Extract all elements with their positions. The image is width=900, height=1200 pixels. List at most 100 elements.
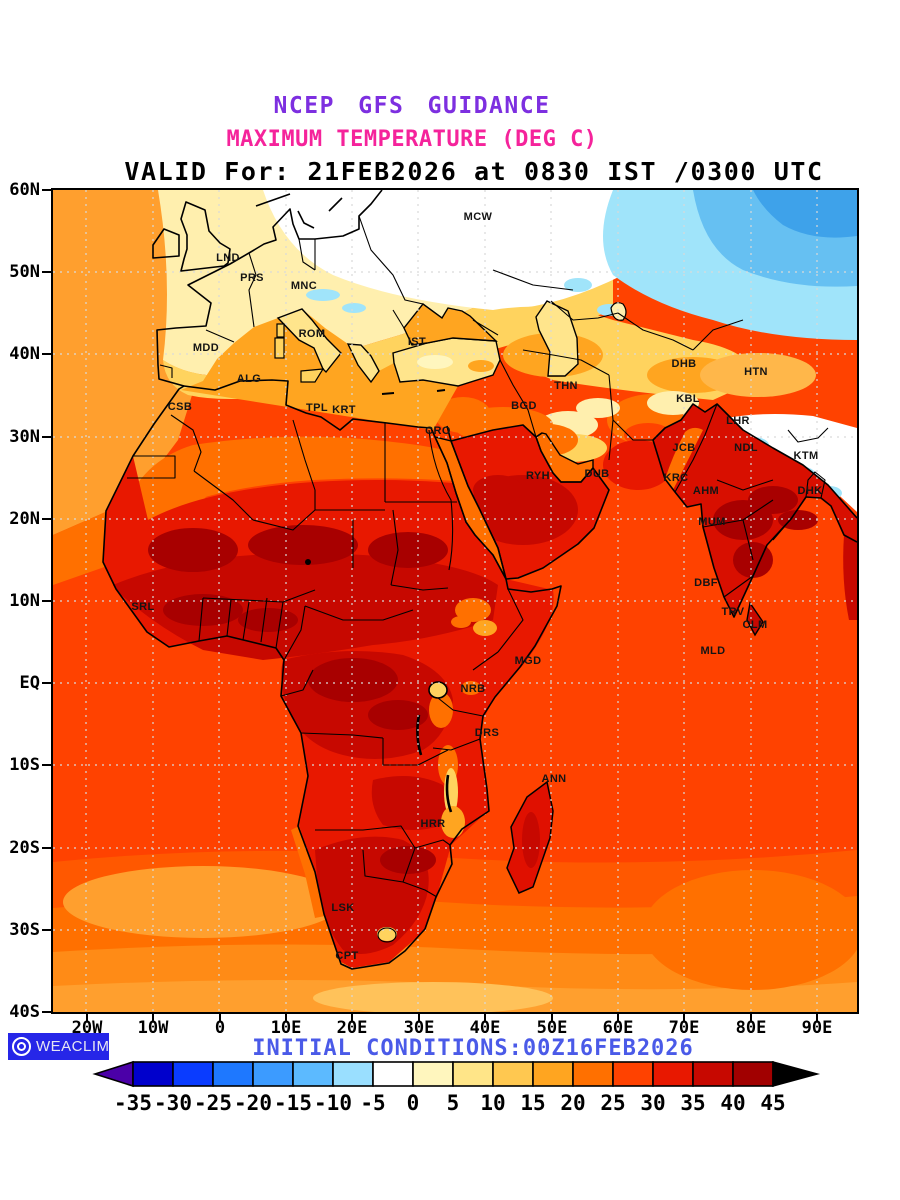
lat-label-20s: 20S <box>9 838 40 858</box>
city-label-dub: DUB <box>584 468 610 480</box>
lon-label-30e: 30E <box>403 1018 435 1038</box>
colorbar-cell <box>732 1061 774 1087</box>
colorbar-label-10: 10 <box>480 1091 505 1115</box>
city-label-mnc: MNC <box>290 280 318 292</box>
city-label-rom: ROM <box>298 328 326 340</box>
lon-label-70e: 70E <box>668 1018 700 1038</box>
lat-tick <box>42 436 51 438</box>
valid-time-line: VALID For: 21FEB2026 at 0830 IST /0300 U… <box>124 157 824 186</box>
city-label-layer: MCW LND PRS MNC ROM IST MDD DHB HTN ALG THN KBL BGD C… <box>53 190 857 1012</box>
colorbar-label--20: -20 <box>234 1091 272 1115</box>
lat-tick <box>42 1011 51 1013</box>
lon-tick <box>816 1014 818 1022</box>
city-label-bgd: BGD <box>511 400 537 412</box>
lon-label-10e: 10E <box>270 1018 302 1038</box>
lon-tick <box>285 1014 287 1022</box>
lat-label-40s: 40S <box>9 1002 40 1022</box>
lat-tick <box>42 189 51 191</box>
lat-label-eq: EQ <box>19 673 40 693</box>
lon-tick <box>617 1014 619 1022</box>
city-label-mld: MLD <box>700 645 726 657</box>
lon-tick <box>484 1014 486 1022</box>
colorbar-label-5: 5 <box>447 1091 460 1115</box>
colorbar-cell <box>652 1061 694 1087</box>
lon-label-80e: 80E <box>735 1018 767 1038</box>
city-label-dhk: DHK <box>797 485 823 497</box>
lat-label-30n: 30N <box>9 427 40 447</box>
country-borders <box>127 215 829 943</box>
colorbar-right-arrow <box>772 1060 821 1088</box>
colorbar-label-45: 45 <box>760 1091 785 1115</box>
lon-tick <box>219 1014 221 1022</box>
colorbar-label--10: -10 <box>314 1091 352 1115</box>
colorbar-label-40: 40 <box>720 1091 745 1115</box>
city-label-lnd: LND <box>216 252 240 264</box>
colorbar-label-0: 0 <box>407 1091 420 1115</box>
lat-tick <box>42 764 51 766</box>
lat-tick <box>42 600 51 602</box>
lat-tick <box>42 518 51 520</box>
city-label-ndl: NDL <box>734 442 758 454</box>
lat-tick <box>42 353 51 355</box>
colorbar-cell <box>692 1061 734 1087</box>
city-label-dbf: DBF <box>694 577 718 589</box>
city-label-mdd: MDD <box>192 342 220 354</box>
lat-tick <box>42 271 51 273</box>
city-label-ann: ANN <box>541 773 567 785</box>
colorbar-label-30: 30 <box>640 1091 665 1115</box>
colorbar-label--5: -5 <box>360 1091 385 1115</box>
city-label-ktm: KTM <box>793 450 819 462</box>
city-label-krt: KRT <box>332 404 356 416</box>
lon-label-90e: 90E <box>801 1018 833 1038</box>
city-label-htn: HTN <box>744 366 768 378</box>
temperature-colorbar: -35 -30 -25 -20 -15 -10 -5 0 5 10 15 20 25 30 35 40 45 <box>92 1060 821 1115</box>
colorbar-cell <box>172 1061 214 1087</box>
city-label-hrr: HRR <box>420 818 446 830</box>
city-label-krc: KRC <box>663 472 689 484</box>
lat-label-30s: 30S <box>9 920 40 940</box>
colorbar-label--30: -30 <box>154 1091 192 1115</box>
city-label-thn: THN <box>554 380 578 392</box>
colorbar-cell <box>332 1061 374 1087</box>
lon-label-50e: 50E <box>536 1018 568 1038</box>
lon-tick <box>418 1014 420 1022</box>
colorbar-label--35: -35 <box>114 1091 152 1115</box>
city-label-nrb: NRB <box>460 683 486 695</box>
colorbar-cell <box>612 1061 654 1087</box>
city-label-lhr: LHR <box>726 415 750 427</box>
colorbar-left-arrow <box>92 1060 134 1088</box>
colorbar-cell <box>132 1061 174 1087</box>
temperature-field-map <box>53 190 857 1012</box>
city-label-csb: CSB <box>167 401 193 413</box>
lon-label-10w: 10W <box>137 1018 169 1038</box>
weaclim-logo[interactable]: WEACLIM <box>8 1033 109 1060</box>
city-label-tpl: TPL <box>306 402 328 414</box>
city-label-srl: SRL <box>131 601 155 613</box>
lat-tick <box>42 682 51 684</box>
lon-label-0: 0 <box>214 1018 226 1038</box>
lon-tick <box>86 1014 88 1022</box>
colorbar-label-20: 20 <box>560 1091 585 1115</box>
city-label-trv: TRV <box>721 606 745 618</box>
lon-tick <box>351 1014 353 1022</box>
colorbar-label--25: -25 <box>194 1091 232 1115</box>
lat-label-40n: 40N <box>9 344 40 364</box>
colorbar-label-25: 25 <box>600 1091 625 1115</box>
city-label-drs: DRS <box>474 727 500 739</box>
city-label-mgd: MGD <box>514 655 542 667</box>
initial-conditions-line: INITIAL CONDITIONS:00Z16FEB2026 <box>252 1036 694 1061</box>
graticule-grid <box>53 190 857 1012</box>
lon-label-60e: 60E <box>602 1018 634 1038</box>
lon-tick <box>750 1014 752 1022</box>
city-label-jcb: JCB <box>672 442 696 454</box>
city-label-cro: CRO <box>425 425 451 437</box>
colorbar-cell <box>252 1061 294 1087</box>
colorbar-label--15: -15 <box>274 1091 312 1115</box>
city-label-prs: PRS <box>240 272 264 284</box>
lon-label-40e: 40E <box>469 1018 501 1038</box>
map-plot-area: MCW LND PRS MNC ROM IST MDD DHB HTN ALG THN KBL BGD C… <box>51 188 859 1014</box>
lon-tick <box>152 1014 154 1022</box>
city-label-mum: MUM <box>698 516 726 528</box>
city-label-kbl: KBL <box>676 393 700 405</box>
